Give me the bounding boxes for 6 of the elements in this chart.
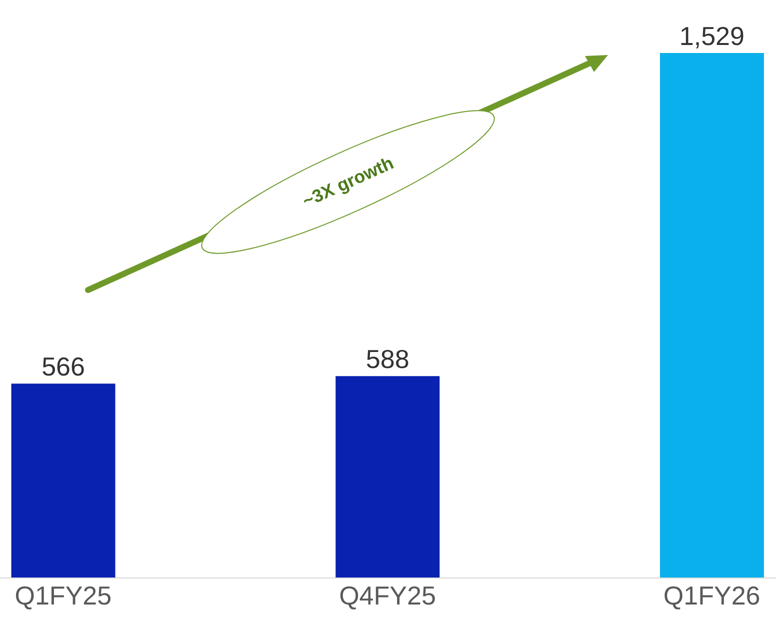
x-tick-label: Q4FY25: [339, 580, 436, 610]
data-label: 1,529: [679, 21, 744, 51]
x-tick-label: Q1FY25: [14, 580, 112, 610]
data-label: 566: [42, 352, 85, 382]
data-label: 588: [366, 344, 410, 374]
x-tick-label: Q1FY26: [663, 580, 760, 610]
